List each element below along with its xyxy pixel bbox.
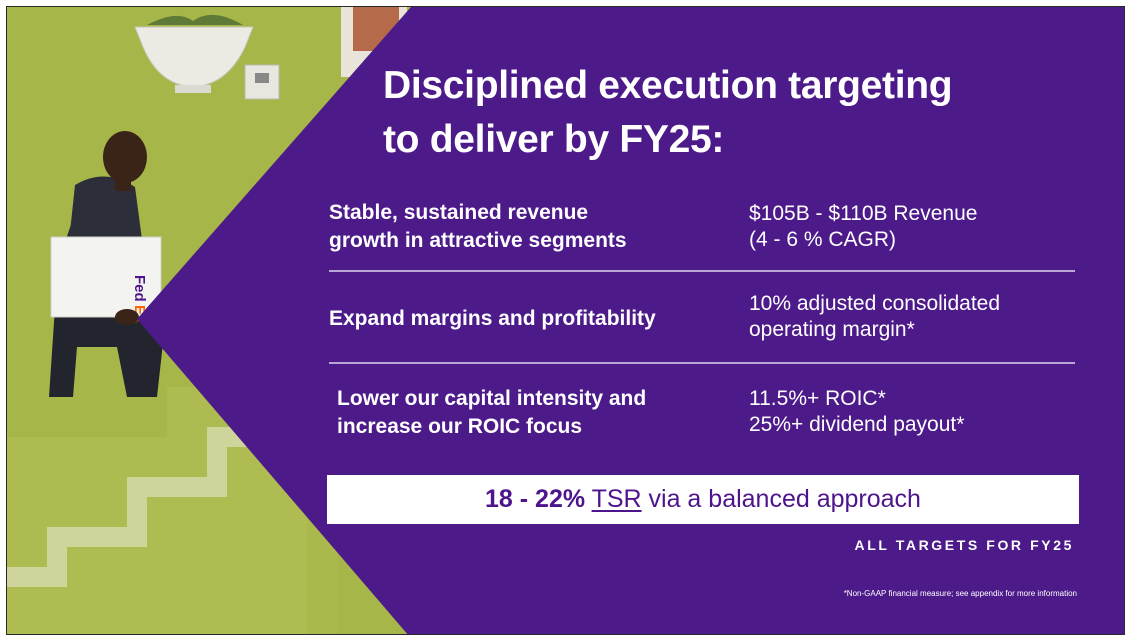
row-value-line: (4 - 6 % CAGR) <box>749 228 897 251</box>
row-value: 10% adjusted consolidated operating marg… <box>749 291 1000 343</box>
row-divider <box>329 362 1075 364</box>
row-value-line: operating margin* <box>749 318 915 341</box>
row-value-line: 25%+ dividend payout* <box>749 413 965 436</box>
row-value: 11.5%+ ROIC* 25%+ dividend payout* <box>749 386 964 438</box>
row-label-line: growth in attractive segments <box>329 229 627 252</box>
row-label: Lower our capital intensity and increase… <box>337 385 646 441</box>
row-value-line: 10% adjusted consolidated <box>749 292 1001 315</box>
title-line-2: to deliver by FY25: <box>383 118 725 161</box>
slide: Fed Ex Disciplined execution targeting t… <box>6 6 1125 635</box>
row-label-line: Lower our capital intensity and <box>337 387 647 410</box>
fedex-logo: Fed <box>131 275 148 302</box>
row-value-line: 11.5%+ ROIC* <box>749 387 886 410</box>
tsr-range: 18 - 22% <box>485 485 586 513</box>
tsr-text: via a balanced approach <box>648 485 921 513</box>
row-label: Stable, sustained revenue growth in attr… <box>329 199 627 255</box>
row-divider <box>329 270 1075 272</box>
tsr-abbrev: TSR <box>591 485 642 513</box>
all-targets-label: ALL TARGETS FOR FY25 <box>854 537 1074 553</box>
footnote: *Non-GAAP financial measure; see appendi… <box>843 589 1077 598</box>
row-label: Expand margins and profitability <box>329 305 656 333</box>
row-value: $105B - $110B Revenue (4 - 6 % CAGR) <box>749 201 977 253</box>
row-label-line: increase our ROIC focus <box>337 415 583 438</box>
title-line-1: Disciplined execution targeting <box>383 64 953 107</box>
row-label-line: Expand margins and profitability <box>329 307 656 330</box>
tsr-callout: 18 - 22% TSR via a balanced approach <box>327 475 1079 524</box>
row-value-line: $105B - $110B Revenue <box>749 202 978 225</box>
slide-title: Disciplined execution targeting to deliv… <box>383 59 1083 167</box>
row-label-line: Stable, sustained revenue <box>329 201 589 224</box>
